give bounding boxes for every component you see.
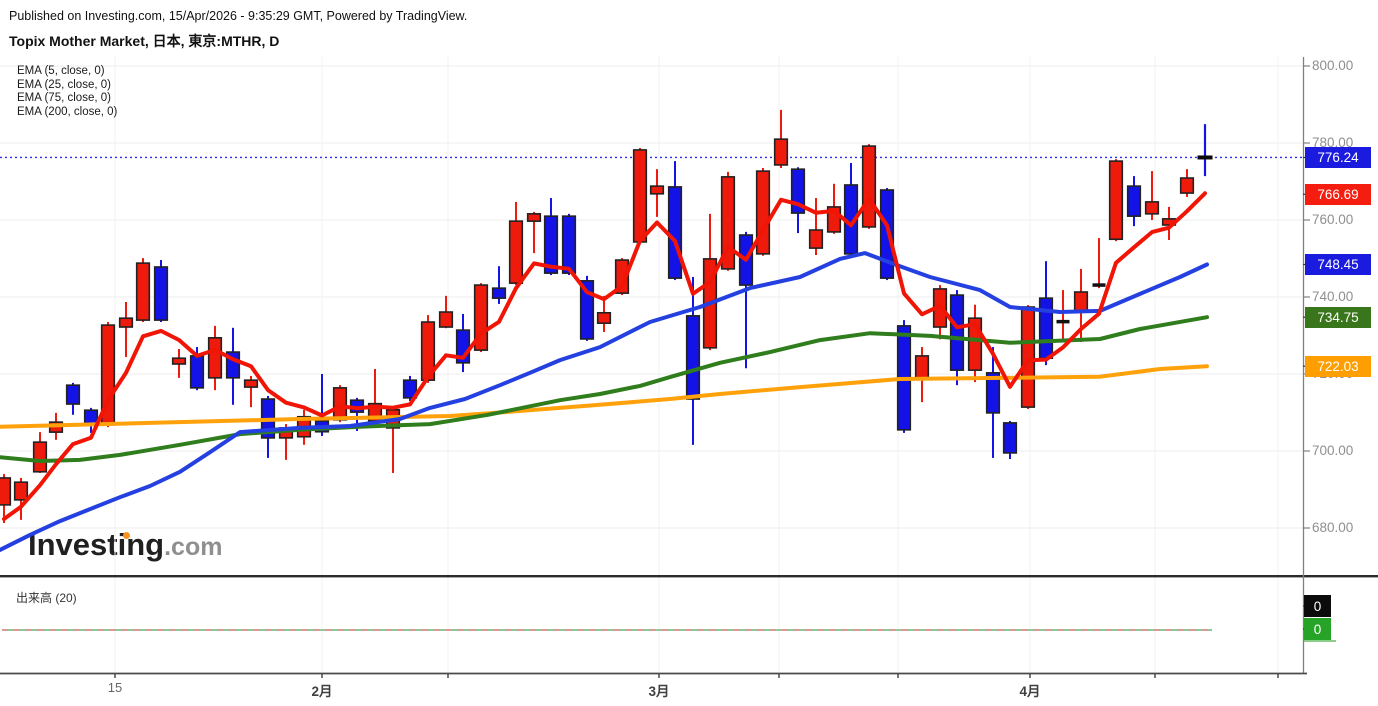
candle-up <box>13 481 29 501</box>
candle-up <box>526 213 542 222</box>
candle-up <box>614 259 630 294</box>
candle-down <box>189 355 205 389</box>
candle-up <box>243 379 259 388</box>
candle-up <box>1073 291 1089 313</box>
candle-down <box>543 215 559 274</box>
candle-up <box>808 229 824 249</box>
candle-down <box>985 372 1001 414</box>
ema25-line <box>0 251 1209 552</box>
ema200-line <box>0 364 1209 429</box>
investing-logo-text: Investing <box>28 527 165 562</box>
candle-up <box>438 311 454 328</box>
candle-up <box>508 220 524 284</box>
volume-indicator-label[interactable]: 出来高 (20) <box>16 591 77 605</box>
candle-down <box>491 287 507 299</box>
candle-up <box>171 357 187 365</box>
candle-up <box>135 262 151 321</box>
panel-separator <box>0 575 1378 578</box>
candle-up <box>861 145 877 228</box>
candle-up <box>1108 160 1124 241</box>
investing-watermark: Investing.com <box>28 527 222 563</box>
candle-up <box>632 149 648 243</box>
candle-up <box>914 355 930 380</box>
candle-down <box>879 189 895 279</box>
candle-down <box>65 384 81 405</box>
legend-item-ema200[interactable]: EMA (200, close, 0) <box>17 105 118 118</box>
candle-down <box>1002 422 1018 454</box>
indicator-legend: EMA (5, close, 0) EMA (25, close, 0) EMA… <box>17 65 117 119</box>
legend-item-ema75[interactable]: EMA (75, close, 0) <box>17 92 111 105</box>
candle-down <box>1126 185 1142 217</box>
legend-item-ema5[interactable]: EMA (5, close, 0) <box>17 65 105 77</box>
candle-up <box>332 387 348 421</box>
candle-up <box>1020 306 1036 408</box>
ema5-line <box>2 191 1207 521</box>
candle-up <box>118 317 134 328</box>
publish-info: Published on Investing.com, 15/Apr/2026 … <box>9 9 468 23</box>
legend-item-ema25[interactable]: EMA (25, close, 0) <box>17 78 111 91</box>
candle-up <box>649 185 665 195</box>
chart-title: Topix Mother Market, 日本, 東京:MTHR, D <box>9 33 280 49</box>
candle-down <box>153 266 169 321</box>
candle-down <box>949 294 965 371</box>
candle-down <box>561 215 577 274</box>
candle-up <box>1144 201 1160 215</box>
logo-orange-dot-icon <box>123 532 130 539</box>
candle-down <box>1038 297 1054 360</box>
ema75-line <box>0 315 1209 463</box>
candle-up <box>207 337 223 379</box>
candle-down <box>402 379 418 399</box>
candle-up <box>720 176 736 270</box>
candle-down <box>667 186 683 279</box>
candle-up <box>773 138 789 166</box>
candle-doji <box>1056 319 1070 324</box>
candle-up <box>596 311 612 324</box>
candle-up <box>32 441 48 473</box>
candle-down <box>685 315 701 400</box>
candle-doji <box>1092 283 1106 287</box>
investing-logo-suffix: .com <box>164 533 223 561</box>
candle-up <box>1179 177 1195 194</box>
candle-up <box>0 477 12 506</box>
current-price-cross <box>1197 155 1213 160</box>
